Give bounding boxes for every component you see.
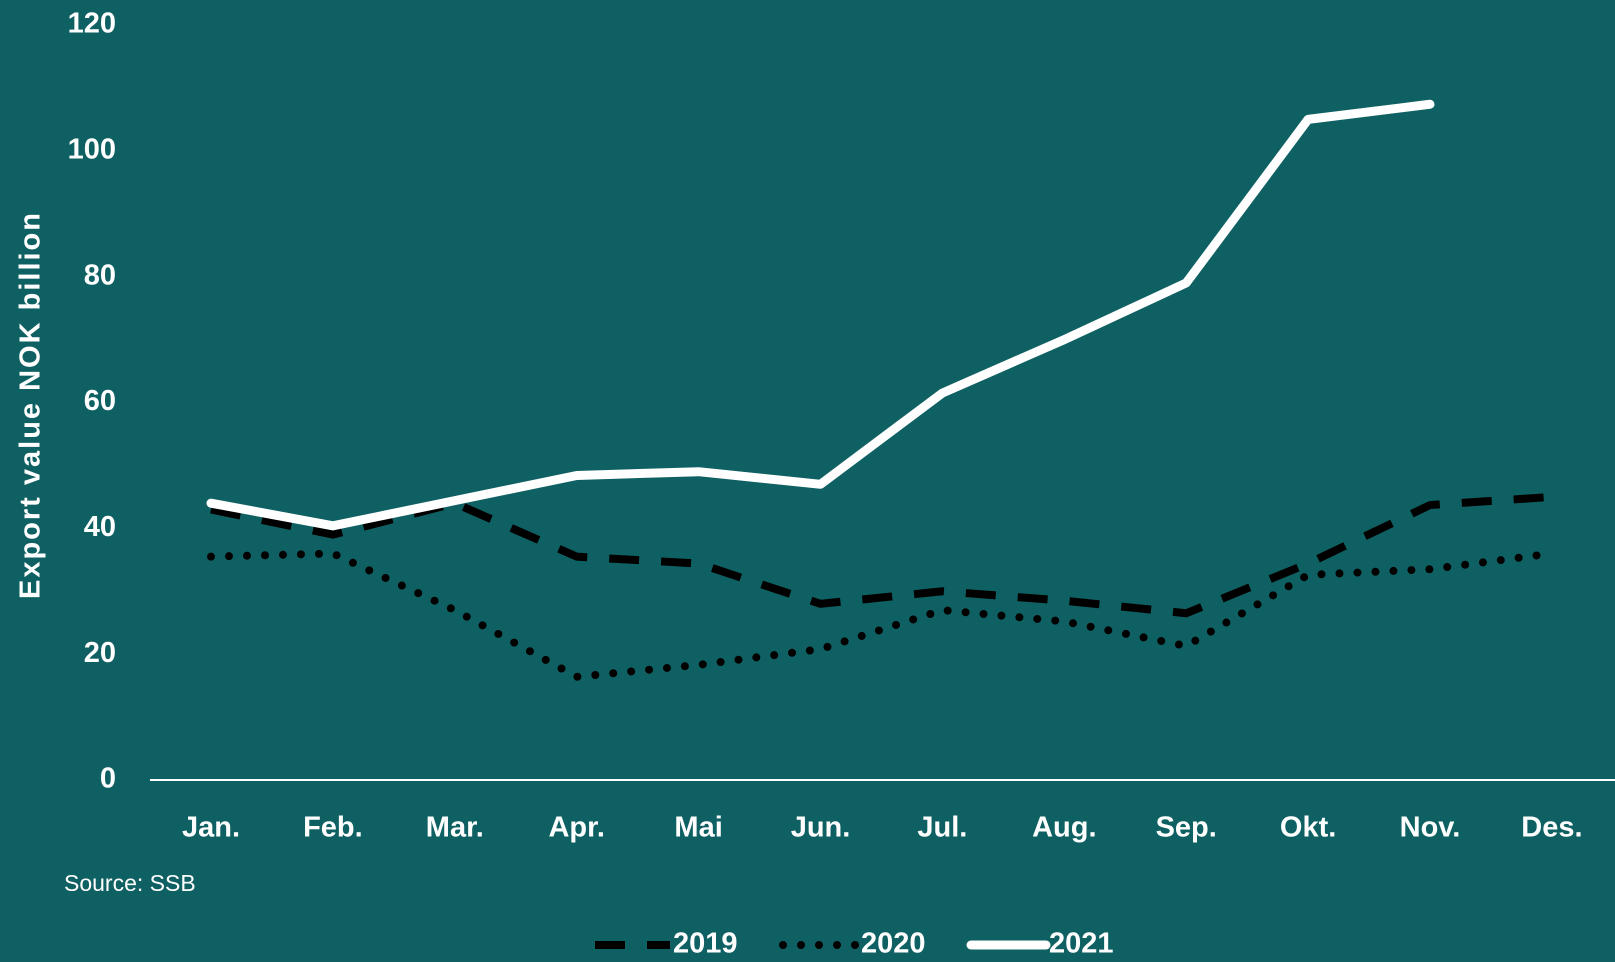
x-tick-label: Jun. <box>791 812 851 844</box>
x-tick-label: Okt. <box>1280 812 1336 844</box>
legend-label: 2021 <box>1049 928 1114 960</box>
page: Export value NOK billion Source: SSB 0 20… <box>0 0 1615 962</box>
x-tick-label: Des. <box>1521 812 1582 844</box>
y-tick-label: 0 <box>100 763 116 795</box>
x-tick-label: Aug. <box>1032 812 1096 844</box>
x-tick-label: Apr. <box>548 812 604 844</box>
x-tick-label: Nov. <box>1400 812 1461 844</box>
y-axis-label: Export value NOK billion <box>15 211 47 599</box>
y-tick-label: 60 <box>84 385 116 417</box>
legend-label: 2019 <box>673 928 738 960</box>
x-tick-label: Mai <box>674 812 722 844</box>
y-tick-label: 20 <box>84 637 116 669</box>
y-tick-label: 120 <box>68 8 116 40</box>
x-tick-label: Feb. <box>303 812 363 844</box>
x-tick-label: Sep. <box>1156 812 1217 844</box>
x-tick-label: Jan. <box>182 812 240 844</box>
x-tick-label: Mar. <box>426 812 484 844</box>
y-tick-label: 40 <box>84 511 116 543</box>
legend-label: 2020 <box>861 928 926 960</box>
y-tick-label: 100 <box>68 133 116 165</box>
y-tick-label: 80 <box>84 259 116 291</box>
source: Source: SSB <box>64 870 196 896</box>
chart: Export value NOK billion Source: SSB 0 20… <box>0 0 1615 962</box>
x-tick-label: Jul. <box>917 812 967 844</box>
